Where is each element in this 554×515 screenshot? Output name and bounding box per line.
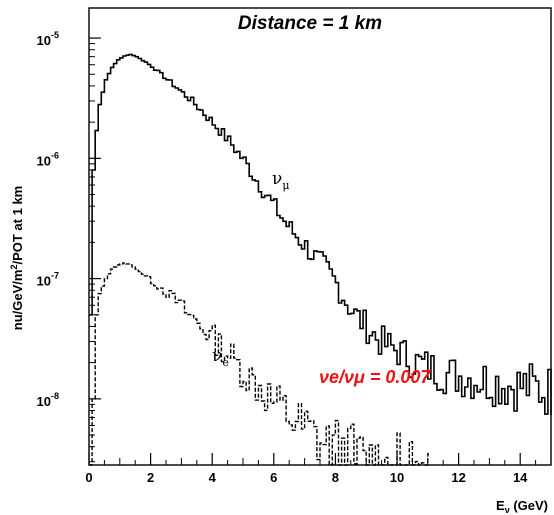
x-axis-title-unit: (GeV): [510, 498, 548, 513]
x-axis-title-base: E: [496, 498, 505, 513]
series-label-nu-e: νe: [212, 346, 229, 369]
y-tick-label: 10-7: [37, 271, 59, 289]
x-tick-label: 4: [209, 470, 217, 485]
x-tick-label: 0: [85, 470, 92, 485]
x-axis-ticks: 0 2 4 6 8 10 12 14: [85, 453, 537, 485]
y-tick-label: 10-6: [37, 150, 59, 168]
x-tick-label: 8: [332, 470, 339, 485]
y-axis-title-part-1: nu/GeV/m: [10, 270, 25, 331]
series-label-nu-e-sub: e: [222, 356, 229, 369]
series-label-nu-mu: νμ: [272, 169, 290, 192]
y-axis-title-sup: 2: [9, 265, 19, 270]
y-axis-ticks: 10-5 10-6 10-7 10-8: [37, 30, 101, 463]
x-tick-label: 2: [147, 470, 154, 485]
y-tick-label: 10-5: [37, 30, 59, 48]
series-label-nu-e-base: ν: [212, 346, 222, 366]
chart-title: Distance = 1 km: [238, 13, 382, 34]
y-tick-label: 10-8: [37, 391, 59, 409]
x-tick-label: 10: [390, 470, 404, 485]
ratio-annotation: νe/νμ = 0.007: [319, 367, 431, 387]
series-line-nu-mu: [89, 53, 552, 416]
series-label-nu-mu-sub: μ: [282, 179, 289, 192]
x-axis-title-sub: ν: [505, 505, 510, 515]
y-axis-title: nu/GeV/m2/POT at 1 km: [9, 186, 25, 330]
x-tick-label: 6: [270, 470, 277, 485]
series-label-nu-mu-base: ν: [272, 169, 282, 189]
x-tick-label: 14: [513, 470, 528, 485]
x-axis-title: Eν (GeV): [496, 498, 548, 515]
x-tick-label: 12: [451, 470, 465, 485]
y-axis-title-part-2: /POT at 1 km: [10, 186, 25, 265]
